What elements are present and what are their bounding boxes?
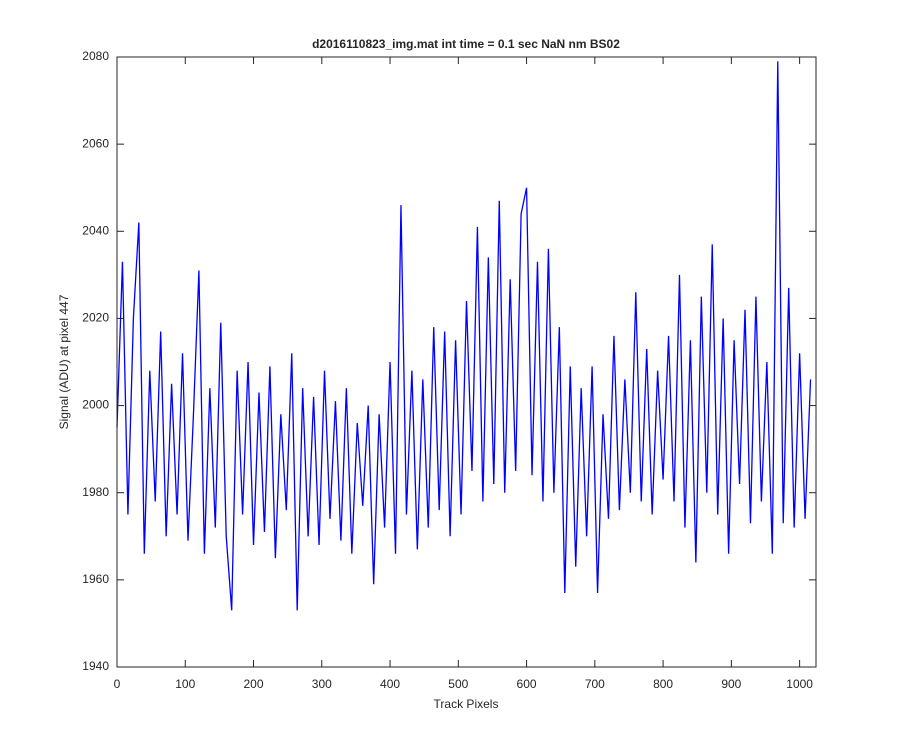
y-tick-label: 2040 [82, 223, 109, 237]
y-tick-label: 1940 [82, 659, 109, 673]
y-tick-label: 2080 [82, 49, 109, 63]
x-tick-label: 0 [114, 677, 121, 691]
y-tick-label: 2000 [82, 398, 109, 412]
x-tick-label: 400 [380, 677, 400, 691]
x-tick-label: 100 [175, 677, 195, 691]
x-tick-label: 800 [653, 677, 673, 691]
chart-title: d2016110823_img.mat int time = 0.1 sec N… [312, 37, 620, 51]
plot-frame [116, 56, 817, 668]
y-tick-label: 1980 [82, 485, 109, 499]
x-tick-label: 500 [448, 677, 468, 691]
data-line [116, 61, 812, 611]
x-axis-label: Track Pixels [434, 697, 499, 711]
x-tick-label: 900 [721, 677, 741, 691]
x-tick-label: 600 [517, 677, 537, 691]
x-tick-label: 300 [312, 677, 332, 691]
y-tick-label: 2020 [82, 311, 109, 325]
x-tick-label: 200 [244, 677, 264, 691]
y-tick-label: 1960 [82, 572, 109, 586]
y-axis-label: Signal (ADU) at pixel 447 [57, 294, 71, 429]
x-tick-label: 700 [585, 677, 605, 691]
y-tick-label: 2060 [82, 136, 109, 150]
x-tick-label: 1000 [786, 677, 813, 691]
